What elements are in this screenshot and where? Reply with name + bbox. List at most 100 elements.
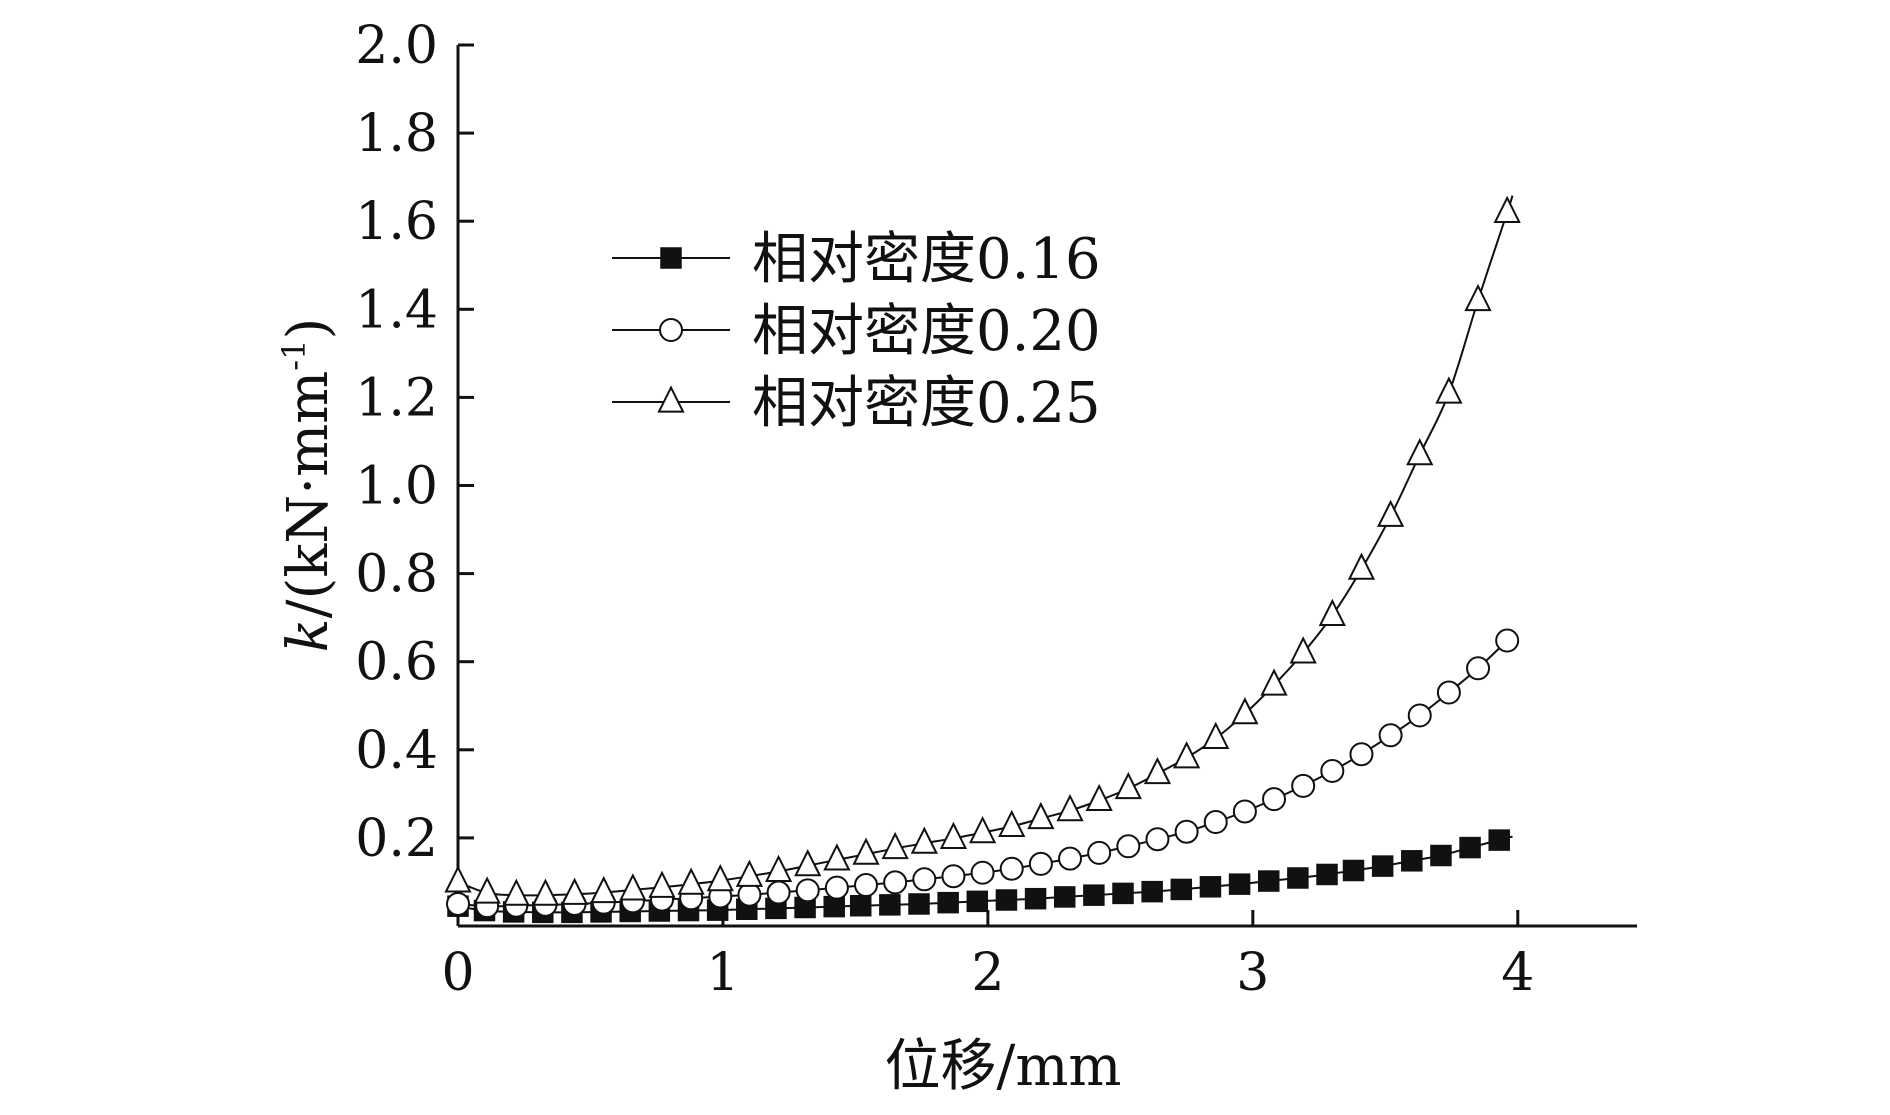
y-tick-label: 2.0: [355, 16, 438, 76]
data-point: [1318, 598, 1346, 627]
x-axis-title: 位移/mm: [884, 1034, 1121, 1099]
data-point: [1464, 283, 1492, 312]
data-point: [1260, 668, 1288, 696]
data-point: [912, 867, 937, 892]
data-point: [795, 878, 820, 903]
data-point: [1232, 799, 1257, 824]
y-axis-title-unit: /(kN·mm: [276, 371, 341, 619]
data-point: [999, 856, 1024, 881]
y-axis-title-sup: -1: [275, 340, 313, 371]
series-3: [444, 195, 1521, 906]
data-point: [1053, 886, 1076, 908]
legend-entry: 相对密度0.20: [612, 299, 1101, 364]
data-point: [1174, 819, 1199, 844]
legend-label: 相对密度0.16: [752, 227, 1101, 292]
data-point: [1430, 844, 1452, 867]
data-point: [1058, 846, 1083, 871]
data-point: [1257, 870, 1280, 892]
data-point: [1401, 850, 1423, 872]
data-point: [849, 894, 872, 917]
x-tick-label: 1: [706, 943, 739, 1003]
y-tick-label: 1.4: [355, 280, 438, 340]
data-point: [1145, 827, 1170, 852]
y-tick-label: 1.2: [355, 368, 438, 428]
data-point: [910, 826, 938, 854]
data-point: [502, 878, 530, 906]
data-point: [937, 891, 959, 914]
data-point: [1141, 880, 1163, 903]
data-point: [560, 877, 589, 905]
data-point: [1116, 834, 1141, 859]
data-point: [737, 882, 762, 907]
legend-marker: [660, 247, 682, 269]
data-point: [1170, 878, 1193, 901]
data-point: [968, 815, 997, 844]
data-point: [1114, 771, 1142, 800]
data-point: [995, 889, 1018, 911]
data-point: [1488, 829, 1510, 851]
legend-entry: 相对密度0.25: [612, 371, 1101, 436]
x-tick-label: 3: [1236, 943, 1269, 1003]
data-point: [1287, 867, 1309, 889]
data-point: [1376, 499, 1405, 527]
data-point: [1378, 723, 1403, 748]
legend-marker: [657, 385, 685, 413]
data-point: [1083, 884, 1105, 906]
data-point: [939, 821, 968, 849]
data-point: [1028, 851, 1053, 876]
y-tick-label: 1.0: [355, 457, 438, 517]
data-point: [1143, 756, 1172, 785]
data-point: [883, 870, 908, 895]
y-tick-label: 0.6: [355, 633, 438, 693]
y-tick-label: 0.2: [355, 809, 438, 869]
data-point: [1436, 680, 1461, 705]
data-point: [1231, 697, 1259, 725]
data-point: [794, 849, 822, 877]
data-point: [879, 894, 901, 916]
data-point: [706, 863, 734, 892]
data-point: [1406, 438, 1434, 466]
data-point: [823, 843, 851, 871]
y-tick-label: 1.8: [355, 104, 438, 164]
data-point: [446, 891, 470, 916]
data-point: [1024, 887, 1047, 910]
data-point: [1085, 783, 1113, 812]
y-axis-title: k/(kN·mm-1): [275, 318, 341, 653]
data-point: [1407, 703, 1432, 728]
data-point: [1466, 656, 1491, 681]
data-point: [444, 865, 472, 893]
y-tick-label: 1.6: [355, 192, 438, 252]
legend-label: 相对密度0.20: [752, 299, 1101, 364]
data-point: [908, 893, 930, 915]
data-point: [854, 873, 879, 898]
data-point: [1172, 741, 1201, 769]
data-point: [1112, 882, 1134, 905]
data-point: [941, 864, 966, 889]
data-point: [1493, 195, 1521, 223]
x-tick-label: 0: [441, 943, 474, 1003]
data-point: [998, 809, 1026, 838]
data-point: [966, 890, 989, 913]
data-point: [1203, 810, 1228, 835]
data-point: [1291, 773, 1316, 798]
legend-entry: 相对密度0.16: [612, 227, 1101, 292]
data-point: [823, 895, 845, 918]
data-point: [1228, 873, 1251, 895]
data-point: [1459, 836, 1481, 859]
data-point: [1320, 758, 1345, 783]
data-point: [852, 837, 880, 865]
data-point: [1262, 787, 1287, 812]
data-point: [766, 880, 791, 905]
data-point: [677, 867, 705, 895]
data-point: [1495, 628, 1520, 653]
data-point: [531, 878, 560, 906]
x-tick-label: 2: [971, 943, 1004, 1003]
legend-marker: [659, 318, 683, 342]
data-point: [1342, 859, 1365, 882]
y-tick-label: 0.4: [355, 721, 438, 781]
data-point: [1027, 801, 1055, 830]
y-tick-label: 0.8: [355, 545, 438, 605]
data-point: [1199, 876, 1222, 898]
